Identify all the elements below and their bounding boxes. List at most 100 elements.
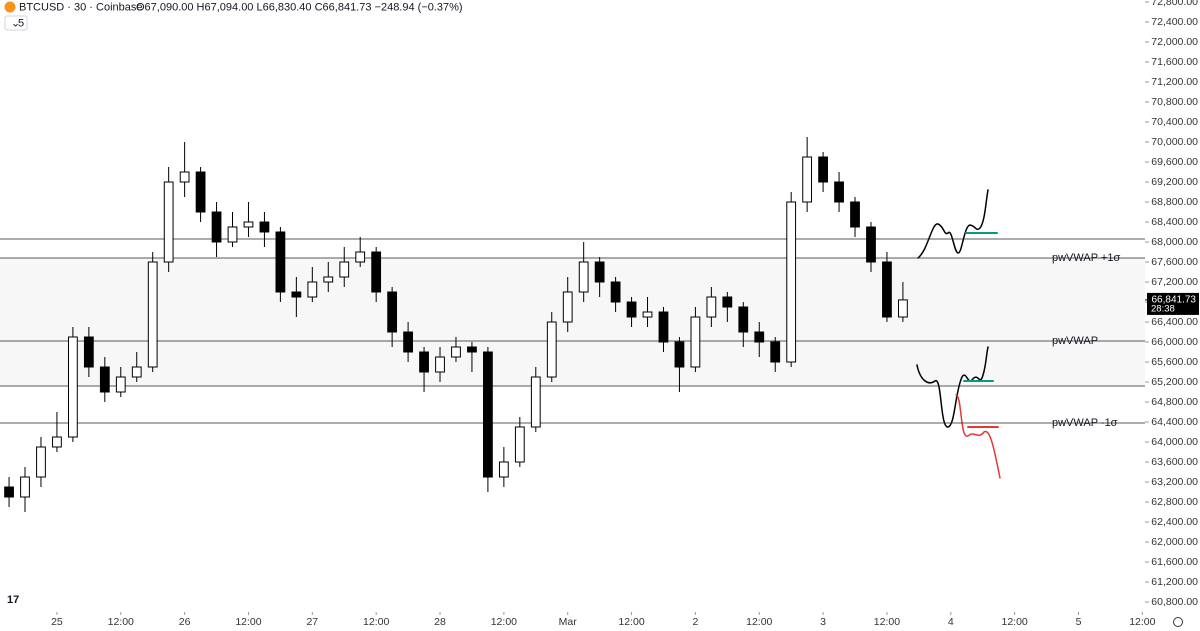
x-tick-label: Mar	[559, 616, 578, 628]
sketch-path	[916, 346, 989, 428]
y-tick-label: 62,000.00	[1151, 536, 1198, 548]
candle-body	[403, 331, 413, 353]
candle-body	[68, 336, 78, 438]
x-tick-label: 12:00	[491, 616, 517, 628]
candle-body	[291, 291, 302, 298]
candle-body	[690, 316, 701, 368]
countdown-label: 28:38	[1151, 303, 1175, 314]
candle-body	[594, 261, 605, 283]
candle-body	[770, 341, 781, 363]
indicator-count: 5	[18, 17, 24, 29]
candle-body	[419, 351, 429, 373]
x-tick-label: 12:00	[618, 616, 644, 628]
candle-body	[786, 201, 797, 363]
sketch-path	[955, 394, 1001, 479]
y-tick-label: 65,600.00	[1151, 356, 1198, 368]
level-label: pwVWAP +1σ	[1052, 252, 1120, 264]
y-tick-label: 72,800.00	[1151, 0, 1198, 8]
y-tick-label: 61,600.00	[1151, 556, 1198, 568]
y-tick-label: 62,400.00	[1151, 516, 1198, 528]
settings-icon[interactable]	[1173, 617, 1183, 627]
candle-body	[722, 296, 733, 308]
y-tick-label: 67,600.00	[1151, 256, 1198, 268]
y-tick-label: 69,600.00	[1151, 156, 1198, 168]
candle-body	[834, 181, 844, 203]
candle-body	[483, 351, 493, 478]
y-tick-label: 71,200.00	[1151, 76, 1198, 88]
y-tick-label: 62,800.00	[1151, 496, 1198, 508]
y-tick-label: 70,800.00	[1151, 96, 1198, 108]
logo: 17	[7, 594, 19, 606]
y-tick-label: 72,400.00	[1151, 16, 1198, 28]
candle-body	[546, 321, 557, 378]
candle-body	[52, 436, 62, 448]
candle-body	[131, 366, 142, 378]
x-tick-label: 12:00	[108, 616, 134, 628]
candle-body	[626, 301, 637, 318]
candle-body	[882, 261, 892, 318]
symbol-title: BTCUSD · 30 · Coinbase	[19, 1, 143, 13]
x-tick-label: 27	[306, 616, 318, 628]
x-tick-label: 25	[51, 616, 63, 628]
candle-body	[818, 156, 828, 183]
candle-body	[179, 171, 190, 183]
candle-body	[243, 221, 254, 228]
candle-body	[115, 376, 126, 393]
candle-body	[498, 461, 509, 478]
candle-body	[850, 201, 860, 228]
candle-body	[674, 341, 685, 368]
y-tick-label: 63,200.00	[1151, 476, 1198, 488]
x-tick-label: 4	[948, 616, 954, 628]
level-label: pwVWAP -1σ	[1052, 417, 1118, 429]
candle-body	[211, 211, 222, 243]
x-tick-label: 12:00	[235, 616, 261, 628]
y-tick-label: 60,800.00	[1151, 596, 1198, 608]
candle-body	[371, 251, 382, 293]
y-tick-label: 67,200.00	[1151, 276, 1198, 288]
y-tick-label: 65,200.00	[1151, 376, 1198, 388]
ohlc-readout: O67,090.00 H67,094.00 L66,830.40 C66,841…	[136, 1, 463, 13]
candle-body	[451, 346, 461, 358]
candle-body	[642, 311, 653, 318]
candle-body	[195, 171, 206, 213]
candle-body	[562, 291, 573, 323]
candle-body	[147, 261, 158, 368]
y-tick-label: 68,000.00	[1151, 236, 1198, 248]
x-tick-label: 12:00	[874, 616, 900, 628]
level-label: pwVWAP	[1052, 335, 1098, 347]
last-price-box	[1147, 292, 1199, 315]
y-tick-label: 72,000.00	[1151, 36, 1198, 48]
y-tick-label: 70,400.00	[1151, 116, 1198, 128]
candle-body	[467, 346, 477, 353]
y-tick-label: 63,600.00	[1151, 456, 1198, 468]
y-tick-label: 69,200.00	[1151, 176, 1198, 188]
y-tick-label: 68,400.00	[1151, 216, 1198, 228]
x-tick-label: 5	[1076, 616, 1082, 628]
y-tick-label: 64,000.00	[1151, 436, 1198, 448]
candle-body	[36, 446, 46, 478]
candle-body	[355, 251, 366, 263]
last-price-label: 66,841.73	[1152, 295, 1197, 306]
y-tick-label: 61,200.00	[1151, 576, 1198, 588]
candle-body	[898, 299, 908, 318]
candle-body	[163, 181, 174, 263]
y-tick-label: 68,800.00	[1151, 196, 1198, 208]
candle-body	[658, 311, 669, 343]
candle-body	[435, 356, 445, 373]
candle-body	[866, 226, 876, 263]
candle-body	[530, 376, 541, 428]
indicator-chevron: ⌄	[11, 17, 20, 29]
candle-body	[307, 281, 318, 298]
candle-body	[99, 366, 110, 393]
x-tick-label: 26	[179, 616, 191, 628]
candle-body	[227, 226, 238, 243]
y-tick-label: 64,800.00	[1151, 396, 1198, 408]
indicator-button[interactable]	[4, 15, 28, 31]
candle-body	[259, 221, 270, 233]
x-tick-label: 12:00	[363, 616, 389, 628]
candle-body	[20, 476, 30, 498]
candle-body	[802, 156, 813, 203]
x-tick-label: 28	[434, 616, 446, 628]
candle-body	[4, 486, 14, 498]
